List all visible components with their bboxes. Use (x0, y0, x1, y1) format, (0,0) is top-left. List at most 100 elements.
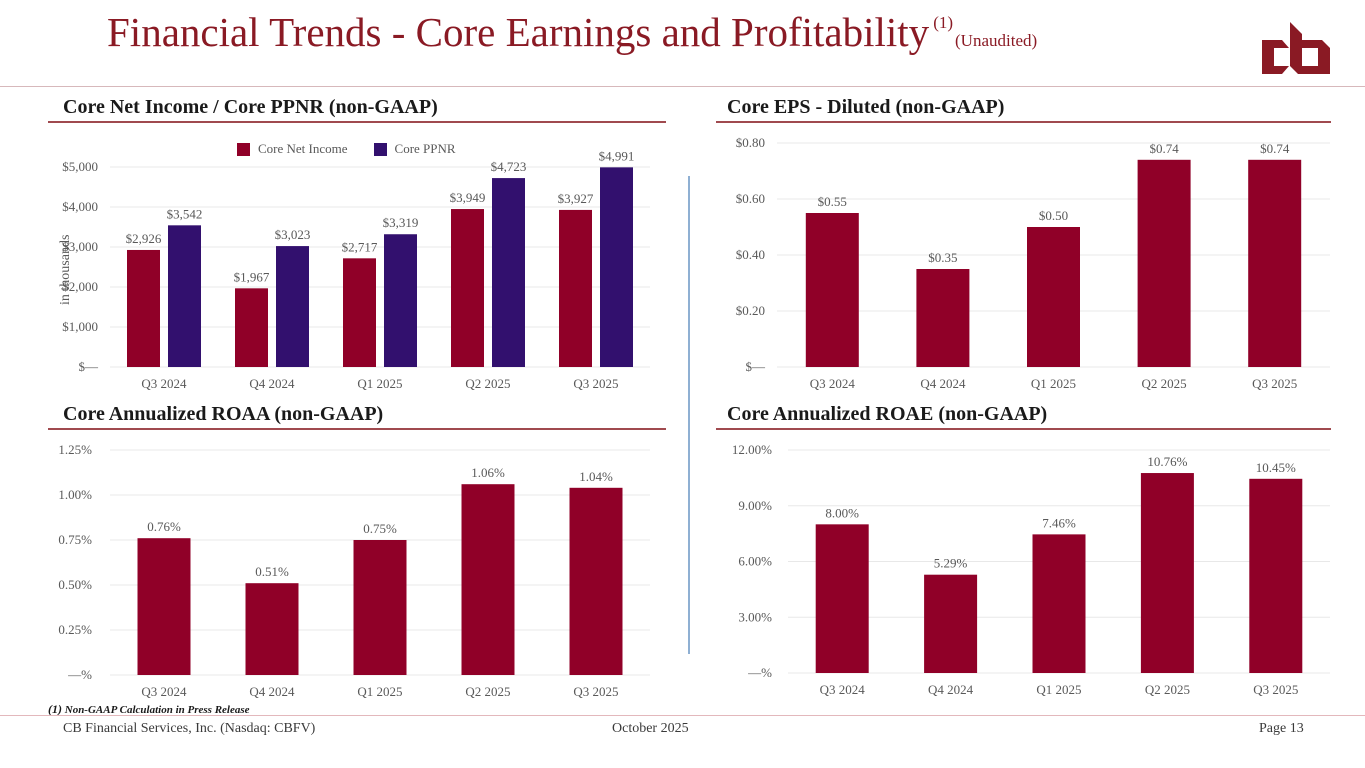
section-title-roae: Core Annualized ROAE (non-GAAP) (727, 403, 1048, 425)
legend-item-core-net-income: Core Net Income (237, 141, 348, 157)
bar (384, 234, 417, 367)
y-tick-label: $0.80 (736, 135, 765, 150)
data-label: $0.50 (1039, 208, 1068, 223)
y-tick-label: $5,000 (62, 159, 98, 174)
bar (1027, 227, 1080, 367)
x-tick-label: Q2 2025 (465, 684, 510, 699)
x-tick-label: Q1 2025 (357, 376, 402, 391)
data-label: 10.76% (1147, 454, 1187, 469)
x-tick-label: Q3 2025 (1252, 376, 1297, 391)
x-tick-label: Q4 2024 (928, 682, 974, 697)
y-tick-label: 6.00% (738, 554, 772, 569)
section-rule-net-income (48, 121, 666, 123)
data-label: $3,319 (383, 215, 419, 230)
section-title-eps: Core EPS - Diluted (non-GAAP) (727, 96, 1005, 118)
unaudited-qualifier: (Unaudited) (955, 31, 1038, 50)
bar (235, 288, 268, 367)
data-label: $3,542 (167, 206, 203, 221)
data-label: $3,023 (275, 227, 311, 242)
data-label: $1,967 (234, 269, 270, 284)
footer-date: October 2025 (612, 721, 689, 736)
x-tick-label: Q2 2025 (1142, 376, 1187, 391)
x-tick-label: Q1 2025 (1036, 682, 1081, 697)
page-title-text: Financial Trends - Core Earnings and Pro… (107, 9, 930, 55)
legend-label-core-ppnr: Core PPNR (394, 141, 456, 156)
data-label: 1.06% (471, 465, 505, 480)
bar (1137, 159, 1191, 367)
bar (343, 258, 376, 367)
y-tick-label: 0.25% (58, 622, 92, 637)
bar (805, 213, 859, 367)
footnote: (1) Non-GAAP Calculation in Press Releas… (48, 702, 250, 717)
legend-item-core-ppnr: Core PPNR (373, 141, 456, 157)
section-rule-eps (716, 121, 1331, 123)
bar (245, 583, 299, 675)
bar (353, 540, 407, 675)
x-tick-label: Q3 2025 (1253, 682, 1298, 697)
footer-divider (0, 715, 1365, 716)
x-tick-label: Q4 2024 (249, 684, 295, 699)
data-label: $4,723 (491, 159, 527, 174)
x-tick-label: Q3 2024 (141, 376, 187, 391)
y-tick-label: $— (79, 359, 100, 374)
x-tick-label: Q2 2025 (1145, 682, 1190, 697)
bar (127, 249, 160, 367)
data-label: 5.29% (934, 556, 968, 571)
bar (1249, 478, 1303, 673)
x-tick-label: Q1 2025 (1031, 376, 1076, 391)
legend-label-core-net-income: Core Net Income (258, 141, 348, 156)
vertical-divider (688, 176, 690, 654)
bar (924, 574, 978, 673)
y-tick-label: 1.25% (58, 442, 92, 457)
cb-logo-icon (1262, 22, 1330, 74)
x-tick-label: Q3 2024 (810, 376, 856, 391)
bar (461, 484, 515, 675)
data-label: 0.51% (255, 564, 289, 579)
x-tick-label: Q1 2025 (357, 684, 402, 699)
section-rule-roaa (48, 428, 666, 430)
bar (492, 178, 525, 367)
bar (600, 167, 633, 367)
y-tick-label: 3.00% (738, 609, 772, 624)
y-tick-label: 1.00% (58, 487, 92, 502)
chart-legend: Core Net Income Core PPNR (237, 141, 474, 157)
data-label: 0.75% (363, 521, 397, 536)
x-tick-label: Q2 2025 (465, 376, 510, 391)
bar (276, 246, 309, 367)
y-tick-label: —% (67, 667, 92, 682)
data-label: $0.74 (1260, 141, 1290, 156)
page-title: Financial Trends - Core Earnings and Pro… (107, 8, 1037, 56)
x-tick-label: Q4 2024 (249, 376, 295, 391)
y-tick-label: $0.20 (736, 303, 765, 318)
y-tick-label: $2,000 (62, 279, 98, 294)
bar (1032, 534, 1086, 673)
bar (815, 524, 869, 673)
data-label: $0.55 (818, 194, 847, 209)
legend-swatch-core-net-income (237, 142, 250, 156)
y-tick-label: $3,000 (62, 239, 98, 254)
data-label: 10.45% (1256, 460, 1296, 475)
y-tick-label: 9.00% (738, 498, 772, 513)
data-label: 8.00% (825, 505, 859, 520)
bar (451, 209, 484, 367)
y-tick-label: 12.00% (732, 442, 772, 457)
footer-page-number: Page 13 (1259, 721, 1304, 736)
bar (1140, 473, 1194, 673)
footnote-number: (1) (48, 702, 62, 716)
y-tick-label: $0.40 (736, 247, 765, 262)
y-tick-label: —% (747, 665, 772, 680)
y-tick-label: $— (746, 359, 767, 374)
footer-company: CB Financial Services, Inc. (Nasdaq: CBF… (63, 721, 316, 736)
data-label: 0.76% (147, 519, 181, 534)
data-label: $2,926 (126, 231, 162, 246)
y-tick-label: $0.60 (736, 191, 765, 206)
x-tick-label: Q3 2025 (573, 684, 618, 699)
section-rule-roae (716, 428, 1331, 430)
data-label: $4,991 (599, 148, 635, 163)
x-tick-label: Q4 2024 (920, 376, 966, 391)
bar (168, 225, 201, 367)
bar (559, 209, 592, 367)
